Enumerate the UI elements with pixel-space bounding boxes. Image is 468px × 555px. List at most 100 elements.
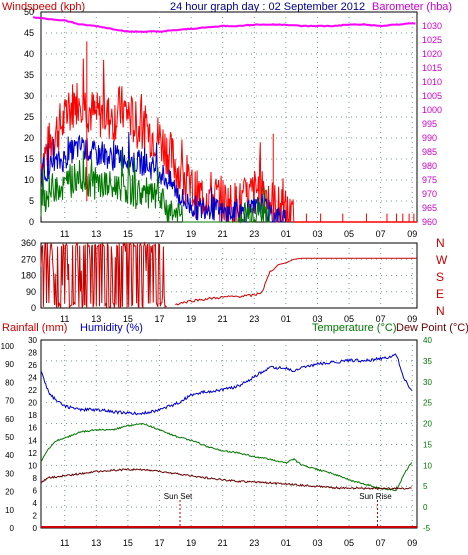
wind-y-tick: 25 [24, 112, 34, 122]
rain-y-tick: 2 [33, 511, 38, 520]
wind-y-tick: 30 [24, 91, 34, 101]
baro-y-tick: 1000 [422, 105, 442, 115]
wind-y-tick: 5 [29, 196, 34, 206]
wind-panel [40, 11, 418, 223]
baro-y-tick: 1030 [422, 21, 442, 31]
direction-y-tick: 360 [21, 238, 36, 248]
x-tick-label: 23 [249, 538, 259, 548]
compass-letter: W [436, 253, 448, 267]
rain-y-tick: 30 [28, 336, 37, 345]
temperature-y-tick: 10 [423, 461, 432, 470]
wind-y-tick: 10 [24, 175, 34, 185]
baro-y-tick: 1015 [422, 63, 442, 73]
x-tick-label: 09 [407, 314, 417, 324]
wind-y-tick: 0 [29, 217, 34, 227]
baro-y-tick: 995 [422, 119, 437, 129]
x-tick-label: 15 [123, 538, 133, 548]
wind-low-line [40, 149, 271, 224]
x-tick-label: 13 [91, 314, 101, 324]
temperature-line [40, 422, 413, 492]
temperature-y-tick: 35 [423, 357, 432, 366]
rain-y-tick: 28 [28, 349, 37, 358]
x-tick-label: 11 [60, 229, 69, 239]
chart-title: 24 hour graph day : 02 September 2012 [170, 1, 365, 13]
x-tick-label: 13 [91, 538, 101, 548]
humidity-y-tick: 100 [1, 342, 15, 351]
humidity-y-tick: 10 [5, 506, 14, 515]
direction-y-tick: 0 [31, 303, 36, 313]
humidity-y-tick: 20 [5, 488, 14, 497]
wind-direction-line [175, 257, 417, 306]
x-tick-label: 17 [154, 314, 164, 324]
direction-y-tick: 90 [26, 287, 36, 297]
humidity-y-tick: 50 [5, 433, 14, 442]
rain-y-tick: 24 [28, 374, 37, 383]
x-tick-label: 01 [281, 314, 291, 324]
dewpoint-line [40, 468, 412, 491]
rain-y-tick: 12 [28, 449, 37, 458]
temperature-y-tick: 20 [423, 420, 432, 429]
baro-y-tick: 975 [422, 175, 437, 185]
wind-axis-title: Windspeed (kph) [2, 1, 85, 13]
direction-y-tick: 270 [21, 254, 36, 264]
temperature-y-tick: 5 [423, 482, 428, 491]
rain-y-tick: 26 [28, 361, 37, 370]
x-tick-label: 21 [218, 538, 228, 548]
x-tick-label: 01 [281, 538, 291, 548]
temperature-y-tick: 0 [423, 503, 428, 512]
x-tick-label: 11 [60, 538, 69, 548]
x-tick-label: 21 [218, 314, 228, 324]
x-tick-label: 03 [312, 538, 322, 548]
baro-y-tick: 960 [422, 217, 437, 227]
baro-y-tick: 965 [422, 203, 437, 213]
humidity-y-tick: 70 [5, 397, 14, 406]
x-tick-label: 05 [344, 229, 354, 239]
direction-y-tick: 180 [21, 271, 36, 281]
compass-letter: N [436, 304, 445, 318]
humidity-axis-title: Humidity (%) [80, 322, 143, 334]
baro-y-tick: 1025 [422, 35, 442, 45]
x-tick-label: 07 [376, 314, 386, 324]
x-tick-label: 07 [376, 229, 386, 239]
baro-y-tick: 985 [422, 147, 437, 157]
wind-y-tick: 40 [24, 49, 34, 59]
x-tick-label: 23 [249, 314, 259, 324]
dewpoint-axis-title: Dew Point (°C) [396, 322, 468, 334]
compass-letter: E [436, 287, 444, 301]
x-tick-label: 03 [312, 229, 322, 239]
sunrise-label: Sun Rise [359, 492, 392, 501]
wind-y-tick: 20 [24, 133, 34, 143]
humidity-y-tick: 0 [10, 524, 15, 533]
rain-y-tick: 0 [33, 524, 38, 533]
x-tick-label: 19 [186, 314, 196, 324]
direction-panel [40, 242, 418, 309]
humidity-y-tick: 60 [5, 415, 14, 424]
rain-y-tick: 22 [28, 386, 37, 395]
rain-y-tick: 14 [28, 436, 37, 445]
x-tick-label: 15 [123, 229, 133, 239]
wind-gust-line [40, 58, 295, 224]
humidity-y-tick: 40 [5, 451, 14, 460]
wind-y-tick: 35 [24, 70, 34, 80]
x-tick-label: 17 [154, 538, 164, 548]
baro-y-tick: 980 [422, 161, 437, 171]
rain-y-tick: 16 [28, 424, 37, 433]
x-tick-label: 21 [218, 229, 228, 239]
temperature-axis-title: Temperature (°C) [312, 322, 396, 334]
wind-y-tick: 50 [24, 7, 34, 17]
baro-y-tick: 970 [422, 189, 437, 199]
humidity-y-tick: 90 [5, 360, 14, 369]
x-tick-label: 19 [186, 538, 196, 548]
rain-y-tick: 20 [28, 399, 37, 408]
x-tick-label: 23 [249, 229, 259, 239]
barometer-line [32, 16, 416, 34]
humidity-line [40, 353, 413, 416]
x-tick-label: 11 [60, 314, 69, 324]
x-tick-label: 15 [123, 314, 133, 324]
temperature-y-tick: 15 [423, 440, 432, 449]
barometer-axis-title: Barometer (hba) [372, 1, 452, 13]
rain-y-tick: 10 [28, 461, 37, 470]
baro-y-tick: 990 [422, 133, 437, 143]
wind-y-tick: 45 [24, 28, 34, 38]
